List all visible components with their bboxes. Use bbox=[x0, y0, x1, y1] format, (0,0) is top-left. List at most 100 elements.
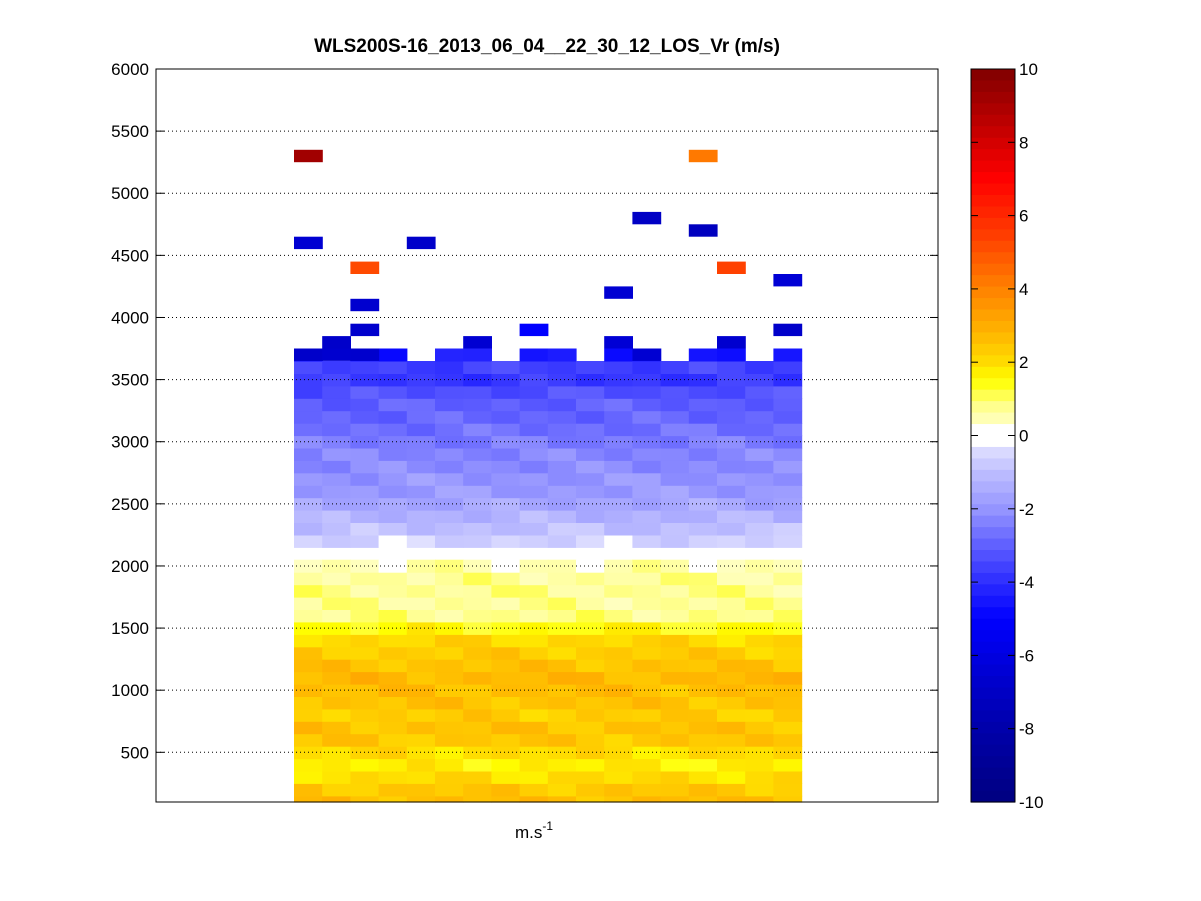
heatmap-cell bbox=[491, 684, 521, 697]
heatmap-cell bbox=[322, 423, 351, 437]
heatmap-cell bbox=[604, 348, 633, 362]
heatmap-cell bbox=[294, 149, 323, 163]
heatmap-cell bbox=[660, 646, 690, 660]
heatmap-cell bbox=[406, 398, 436, 412]
heatmap-cell bbox=[717, 559, 746, 573]
heatmap-cell bbox=[604, 721, 633, 735]
heatmap-cell bbox=[378, 770, 408, 784]
heatmap-cell bbox=[378, 733, 408, 747]
heatmap-cell bbox=[745, 472, 774, 486]
heatmap-cell bbox=[576, 746, 605, 760]
heatmap-cell bbox=[660, 770, 690, 784]
heatmap-cell bbox=[350, 348, 380, 361]
heatmap-cell bbox=[632, 522, 662, 536]
colorbar-swatch bbox=[971, 550, 1015, 563]
colorbar-swatch bbox=[971, 584, 1015, 597]
colorbar-swatch bbox=[971, 206, 1015, 219]
heatmap-cell bbox=[294, 795, 323, 803]
heatmap-cells bbox=[294, 149, 803, 803]
heatmap-cell bbox=[717, 721, 746, 735]
heatmap-cell bbox=[406, 646, 436, 660]
heatmap-cell bbox=[491, 646, 521, 660]
heatmap-cell bbox=[491, 795, 521, 803]
y-tick-label: 1500 bbox=[111, 619, 149, 638]
heatmap-cell bbox=[773, 274, 803, 287]
heatmap-cell bbox=[519, 323, 549, 337]
heatmap-cell bbox=[688, 783, 718, 797]
heatmap-cell bbox=[547, 472, 577, 486]
heatmap-cell bbox=[632, 485, 662, 499]
heatmap-cell bbox=[547, 795, 577, 803]
heatmap-cell bbox=[322, 671, 351, 685]
heatmap-cell bbox=[491, 597, 521, 610]
heatmap-cell bbox=[604, 795, 633, 803]
heatmap-cell bbox=[773, 348, 803, 362]
heatmap-cell bbox=[463, 510, 492, 523]
heatmap-cell bbox=[519, 770, 549, 784]
heatmap-cell bbox=[660, 584, 690, 598]
heatmap-cell bbox=[322, 447, 351, 461]
heatmap-cell bbox=[717, 671, 746, 685]
heatmap-cell bbox=[745, 385, 774, 399]
heatmap-cell bbox=[745, 572, 774, 586]
heatmap-cell bbox=[576, 659, 605, 673]
colorbar-tick-label: -4 bbox=[1019, 573, 1034, 592]
heatmap-cell bbox=[519, 684, 549, 697]
heatmap-cell bbox=[378, 597, 408, 610]
heatmap-cell bbox=[632, 609, 662, 623]
heatmap-cell bbox=[660, 621, 690, 635]
heatmap-cell bbox=[519, 534, 549, 548]
chart-title: WLS200S-16_2013_06_04__22_30_12_LOS_Vr (… bbox=[314, 36, 780, 57]
heatmap-cell bbox=[688, 149, 718, 163]
heatmap-cell bbox=[717, 746, 746, 760]
colorbar-tick-label: -10 bbox=[1019, 793, 1044, 812]
heatmap-cell bbox=[547, 522, 577, 536]
heatmap-cell bbox=[491, 634, 521, 648]
colorbar-swatch bbox=[971, 309, 1015, 322]
heatmap-cell bbox=[435, 795, 464, 803]
heatmap-cell bbox=[688, 522, 718, 536]
colorbar-swatch bbox=[971, 114, 1015, 127]
heatmap-cell bbox=[519, 522, 549, 536]
heatmap-cell bbox=[576, 423, 605, 437]
heatmap-cell bbox=[773, 385, 803, 399]
colorbar-swatch bbox=[971, 572, 1015, 585]
heatmap-cell bbox=[688, 733, 718, 747]
heatmap-cell bbox=[294, 597, 323, 610]
heatmap-cell bbox=[745, 783, 774, 797]
heatmap-cell bbox=[519, 447, 549, 461]
heatmap-cell bbox=[463, 435, 492, 449]
heatmap-cell bbox=[322, 460, 351, 474]
heatmap-cell bbox=[463, 398, 492, 412]
heatmap-cell bbox=[350, 659, 380, 673]
heatmap-cell bbox=[435, 435, 464, 449]
colorbar-swatch bbox=[971, 538, 1015, 551]
heatmap-cell bbox=[773, 671, 803, 685]
heatmap-cell bbox=[294, 522, 323, 536]
heatmap-cell bbox=[660, 361, 690, 374]
heatmap-cell bbox=[322, 708, 351, 722]
heatmap-cell bbox=[604, 634, 633, 648]
heatmap-cell bbox=[435, 348, 464, 362]
heatmap-cell bbox=[322, 721, 351, 735]
heatmap-cell bbox=[322, 733, 351, 747]
colorbar-swatch bbox=[971, 561, 1015, 574]
heatmap-cell bbox=[632, 770, 662, 784]
heatmap-cell bbox=[576, 584, 605, 598]
heatmap-cell bbox=[435, 746, 464, 760]
heatmap-cell bbox=[773, 559, 803, 573]
heatmap-cell bbox=[688, 770, 718, 784]
heatmap-cell bbox=[688, 510, 718, 523]
heatmap-cell bbox=[435, 373, 464, 387]
heatmap-cell bbox=[294, 447, 323, 461]
heatmap-cell bbox=[294, 634, 323, 648]
colorbar-swatch bbox=[971, 469, 1015, 482]
heatmap-cell bbox=[745, 522, 774, 536]
heatmap-cell bbox=[463, 758, 492, 772]
heatmap-cell bbox=[688, 385, 718, 399]
y-tick-label: 5000 bbox=[111, 184, 149, 203]
heatmap-cell bbox=[435, 447, 464, 461]
heatmap-cell bbox=[688, 410, 718, 424]
colorbar-swatch bbox=[971, 183, 1015, 196]
heatmap-cell bbox=[745, 671, 774, 685]
